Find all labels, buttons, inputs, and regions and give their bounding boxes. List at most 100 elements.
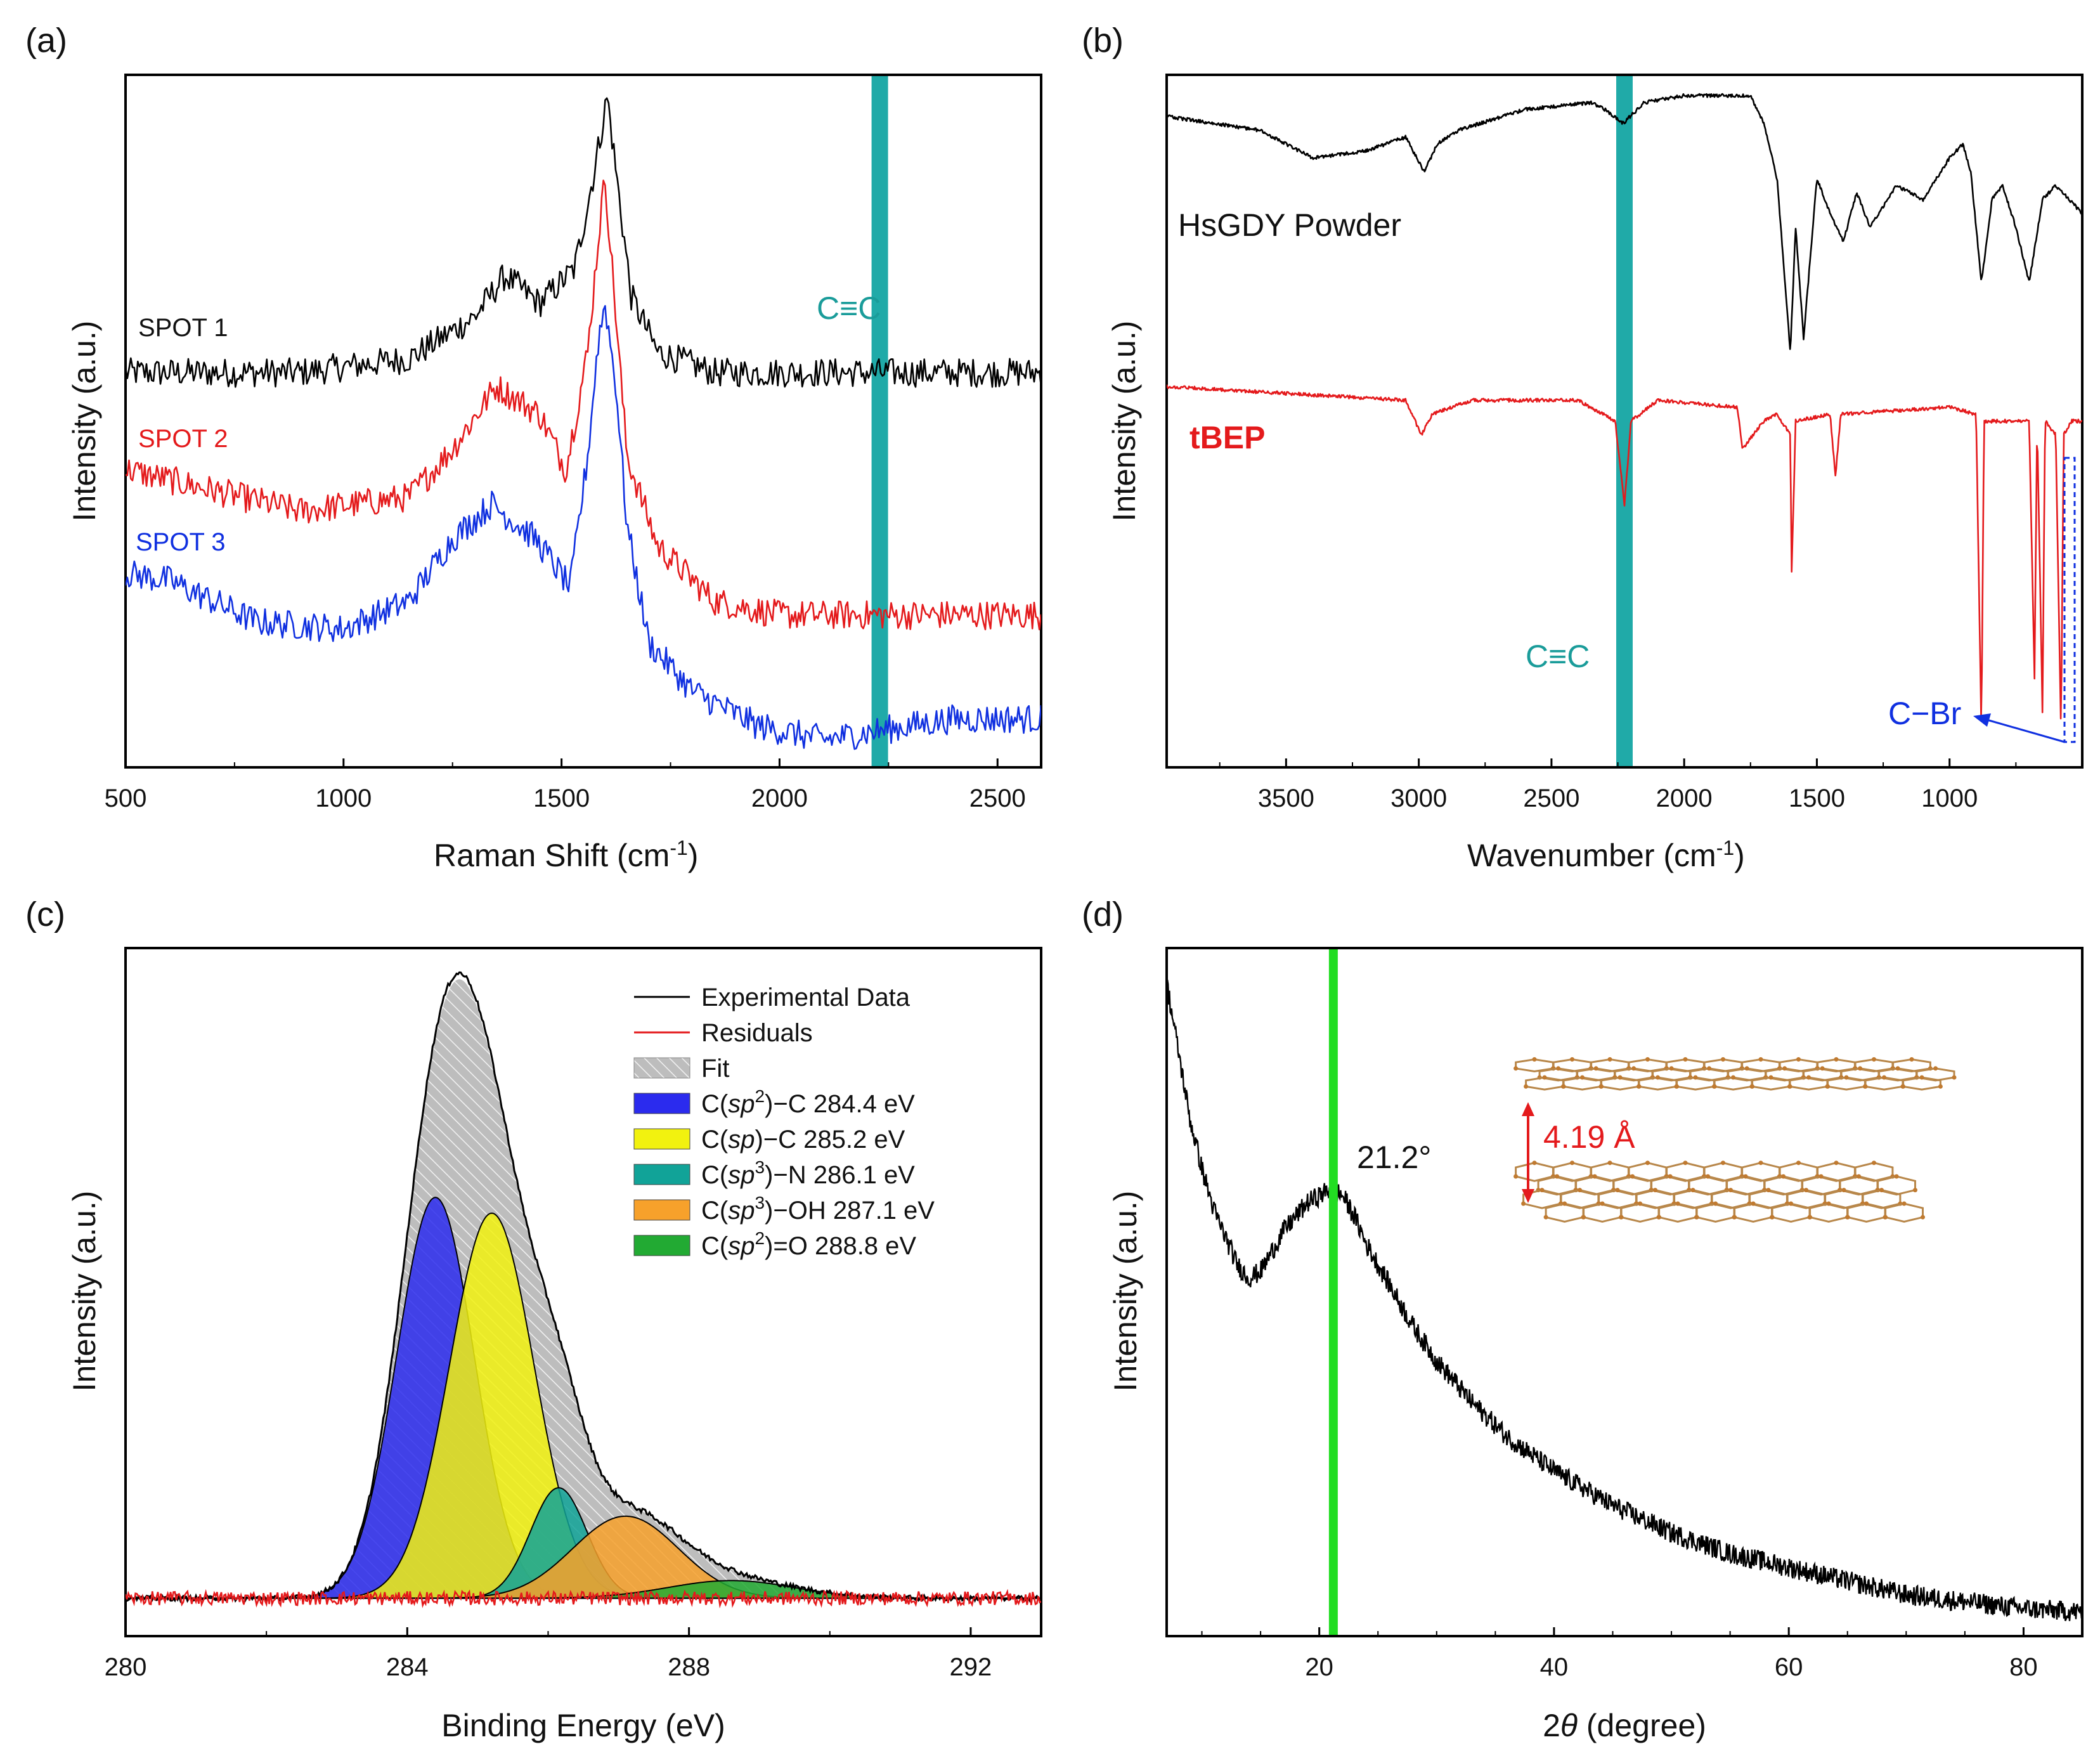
panel-c-legend-label: C(sp2)−C 284.4 eV bbox=[701, 1086, 915, 1118]
panel-d-atom bbox=[1743, 1174, 1748, 1179]
panel-b-series-1-line bbox=[1167, 93, 2082, 350]
panel-c-x-tick-label: 288 bbox=[668, 1653, 710, 1681]
panel-a-xlabel-close: ) bbox=[688, 838, 699, 873]
panel-d-hexagon bbox=[1884, 1202, 1924, 1223]
panel-d-series-group bbox=[1167, 979, 2082, 1622]
panel-d-hexagon bbox=[1545, 1202, 1585, 1223]
panel-d-hexagon bbox=[1877, 1175, 1916, 1196]
panel-d-atom bbox=[1858, 1066, 1863, 1071]
panel-d-atom bbox=[1556, 1066, 1561, 1071]
panel-c-legend-label: C(sp3)−OH 287.1 eV bbox=[701, 1193, 935, 1225]
panel-c-residual-line bbox=[126, 1589, 1041, 1609]
panel-d-peak-line bbox=[1328, 949, 1338, 1635]
panel-d-atom bbox=[1781, 1174, 1786, 1179]
panel-b-cbr-arrow bbox=[1984, 718, 2065, 743]
panel-a-series-group bbox=[126, 97, 1041, 750]
panel-d-atom bbox=[1750, 1084, 1755, 1089]
panel-b-annotation-cbr: C−Br bbox=[1888, 696, 1961, 731]
panel-a-x-ticks: 500 1000 1500 2000 2500 bbox=[105, 758, 1026, 812]
panel-d-atom bbox=[1872, 1161, 1876, 1166]
panel-d-atom bbox=[1637, 1084, 1642, 1089]
panel-d-hexagon bbox=[1658, 1202, 1697, 1223]
panel-a-x-tick-label: 2500 bbox=[969, 784, 1026, 812]
panel-d-atom bbox=[1864, 1201, 1869, 1206]
panel-d-atom bbox=[1542, 1075, 1547, 1080]
panel-c-fit-envelope bbox=[126, 979, 1041, 1599]
panel-c-label: (c) bbox=[25, 895, 65, 933]
panel-a-y-axis-title: Intensity (a.u.) bbox=[67, 321, 102, 522]
panel-d-atom bbox=[1751, 1201, 1756, 1206]
panel-d-atom bbox=[1818, 1174, 1824, 1179]
panel-b-x-tick-label: 3000 bbox=[1390, 784, 1447, 812]
panel-d-x-ticks: 20 40 60 80 bbox=[1201, 1627, 2083, 1681]
panel-d-atom bbox=[1645, 1161, 1650, 1166]
panel-c-legend-swatch bbox=[633, 1235, 690, 1256]
panel-c-x-tick-label: 280 bbox=[105, 1653, 147, 1681]
panel-d-x-axis-title: 2θ (degree) bbox=[1543, 1708, 1706, 1743]
panel-d-atom bbox=[1657, 1214, 1662, 1219]
panel-c-legend-label: C(sp2)=O 288.8 eV bbox=[701, 1228, 916, 1260]
panel-b-x-tick-label: 1500 bbox=[1789, 784, 1845, 812]
panel-d-atom bbox=[1787, 1084, 1792, 1089]
panel-b-series-2-line bbox=[1167, 384, 2082, 720]
panel-d-atom bbox=[1521, 1201, 1526, 1206]
panel-c-legend-swatch bbox=[633, 1199, 690, 1221]
panel-d-x-tick-label: 20 bbox=[1305, 1653, 1333, 1681]
panel-d-atom bbox=[1804, 1188, 1808, 1193]
panel-d-atom bbox=[1543, 1214, 1548, 1219]
panel-d-atom bbox=[1952, 1075, 1957, 1080]
panel-d-atom bbox=[1607, 1057, 1612, 1062]
panel-c-legend-label: Residuals bbox=[701, 1019, 813, 1047]
panel-c-legend-label: Experimental Data bbox=[701, 984, 911, 1011]
panel-d-atom bbox=[1600, 1201, 1605, 1206]
panel-d-atom bbox=[1768, 1075, 1773, 1080]
panel-d-atom bbox=[1683, 1057, 1688, 1062]
panel-b-cbr-arrowhead bbox=[1973, 713, 1991, 727]
panel-d-atom bbox=[1668, 1174, 1673, 1179]
panel-d-hexagon bbox=[1809, 1202, 1848, 1223]
panel-a-series-label-spot2: SPOT 2 bbox=[138, 425, 228, 453]
panel-d-atom bbox=[1645, 1057, 1650, 1062]
panel-d-hexagon bbox=[1583, 1202, 1622, 1223]
panel-d-atom bbox=[1919, 1075, 1924, 1080]
panel-d-plot-frame bbox=[1165, 947, 2084, 1637]
panel-d-label: (d) bbox=[1082, 895, 1124, 933]
panel-d-atom bbox=[1675, 1201, 1680, 1206]
panel-d-atom bbox=[1782, 1066, 1787, 1071]
panel-d-atom bbox=[1841, 1188, 1846, 1193]
panel-d-atom bbox=[1857, 1174, 1862, 1179]
panel-d-atom bbox=[1630, 1174, 1635, 1179]
panel-a-x-tick-label: 500 bbox=[105, 784, 147, 812]
panel-b-x-tick-label: 2000 bbox=[1656, 784, 1713, 812]
panel-b-xlabel-close: ) bbox=[1734, 838, 1745, 873]
panel-b-x-tick-label: 2500 bbox=[1523, 784, 1579, 812]
panel-d-hexagon bbox=[1620, 1202, 1660, 1223]
panel-d-atom bbox=[1669, 1066, 1674, 1071]
panel-d-atom bbox=[1532, 1057, 1537, 1062]
panel-d-atom bbox=[1513, 1066, 1519, 1071]
panel-d-atom bbox=[1825, 1084, 1831, 1089]
panel-d-atom bbox=[1882, 1075, 1886, 1080]
panel-d-atom bbox=[1599, 1084, 1604, 1089]
panel-d-x-tick-label: 40 bbox=[1540, 1653, 1569, 1681]
panel-d-atom bbox=[1638, 1201, 1643, 1206]
panel-b-plot-frame bbox=[1165, 74, 2084, 769]
panel-d-annotation-spacing: 4.19 Å bbox=[1543, 1119, 1635, 1155]
panel-c-legend-swatch bbox=[633, 1057, 690, 1079]
panel-d-atom bbox=[1721, 1161, 1725, 1166]
panel-d-y-axis-title: Intensity (a.u.) bbox=[1108, 1191, 1143, 1392]
panel-d-atom bbox=[1758, 1057, 1763, 1062]
panel-d-atom bbox=[1796, 1161, 1801, 1166]
panel-a-xlabel-sup: -1 bbox=[670, 836, 687, 859]
panel-d-atom bbox=[1581, 1214, 1586, 1219]
panel-d-atom bbox=[1796, 1057, 1801, 1062]
panel-d-atom bbox=[1555, 1174, 1560, 1179]
panel-d-atom bbox=[1615, 1188, 1620, 1193]
panel-d-atom bbox=[1570, 1161, 1574, 1166]
panel-c-legend-label: Fit bbox=[701, 1055, 729, 1083]
panel-d-atom bbox=[1706, 1174, 1711, 1179]
panel-d-atom bbox=[1789, 1201, 1794, 1206]
panel-c-legend: Experimental Data Residuals Fit C(sp2)−C 28… bbox=[633, 984, 935, 1260]
panel-d-atom bbox=[1592, 1174, 1597, 1179]
panel-d-atom bbox=[1933, 1066, 1938, 1071]
